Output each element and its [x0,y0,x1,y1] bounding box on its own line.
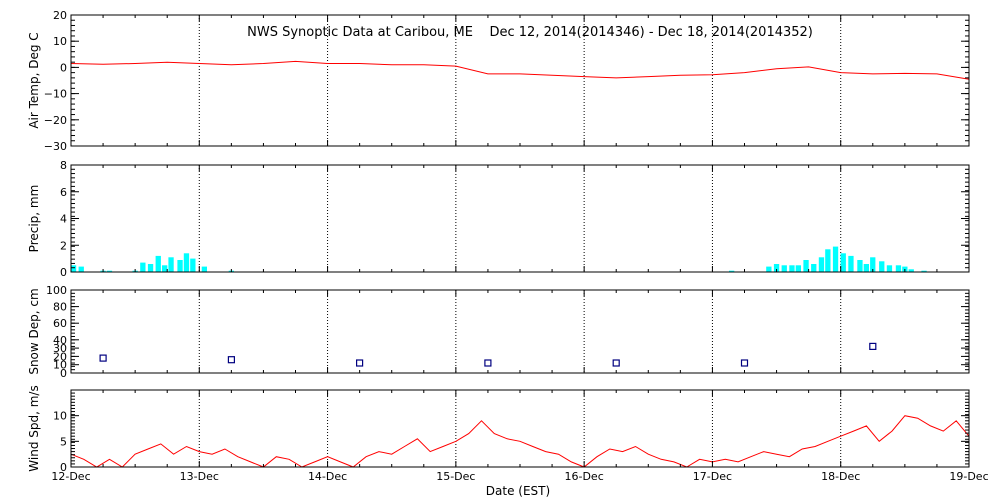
snow-depth-marker [227,356,235,364]
air-temp-ytick-label: 10 [53,35,67,48]
snow-depth-marker [740,359,749,367]
chart-title: NWS Synoptic Data at Caribou, ME Dec 12,… [247,25,813,40]
precip-bar [155,255,161,272]
precip-bar [870,257,876,272]
precip-bar [789,265,795,272]
precip-bar [825,249,831,272]
precip-bar [183,253,190,272]
precip-bar [840,253,846,272]
wind-speed-y-axis-label: Wind Spd, m/s [27,385,41,471]
x-tick-label: 19-Dec [949,470,988,483]
snow-depth-ytick-label: 20 [53,350,67,363]
precip-bar [908,269,914,272]
precip-ytick-label: 2 [60,239,67,252]
snow-depth-y-axis-label: Snow Dep, cm [27,288,41,374]
precip-bar [773,264,780,272]
precip-bar [140,262,146,272]
precip-bar [177,260,183,272]
snow-depth-marker [612,359,620,367]
precip-bar [863,264,869,272]
snow-depth-marker [869,342,877,350]
air-temp-line [70,60,970,80]
wind-speed-ytick-label: 10 [53,410,67,423]
precip-bar [781,265,787,272]
precip-ytick-label: 0 [60,266,67,279]
precip-ytick-label: 4 [60,213,67,226]
precip-bar [78,266,84,272]
air-temp-ytick-label: 0 [60,61,67,74]
x-tick-label: 18-Dec [821,470,860,483]
snow-depth-ytick-label: 100 [46,284,67,297]
precip-bar [162,265,168,272]
wind-speed-line [70,415,970,468]
precip-bar [818,257,825,272]
x-axis-label: Date (EST) [486,484,550,498]
precip-bar [190,258,196,272]
grid-layer [198,15,842,467]
snow-depth-ytick-label: 10 [53,359,67,372]
x-tick-label: 14-Dec [308,470,347,483]
snow-depth-ytick-label: 0 [60,367,67,380]
wind-speed-ytick-label: 5 [60,435,67,448]
snow-depth-ytick-label: 30 [53,342,67,355]
precip-bar [921,270,927,272]
precip-bar [766,266,772,272]
air-temp-ytick-label: 20 [53,9,67,22]
snow-depth-marker [99,354,107,362]
precip-ytick-label: 6 [60,186,67,199]
precip-bar [879,261,885,272]
x-tick-label: 12-Dec [51,470,90,483]
precip-y-axis-label: Precip, mm [27,185,41,253]
precip-bar [857,260,863,272]
precip-bar [795,265,801,272]
precip-bar [832,246,839,272]
precip-bar [811,264,817,272]
snow-depth-ytick-label: 40 [53,334,67,347]
precip-bar [803,260,809,272]
frames-layer [70,14,970,468]
snow-depth-marker [484,359,492,367]
data-layer [70,60,970,468]
air-temp-ytick-label: −10 [44,88,67,101]
text-layer: NWS Synoptic Data at Caribou, ME Dec 12,… [27,9,989,498]
precip-bar [106,270,113,272]
x-tick-label: 16-Dec [565,470,604,483]
precip-bar [147,264,154,272]
precip-bar [895,265,902,272]
snow-depth-ytick-label: 60 [53,317,67,330]
x-tick-label: 15-Dec [436,470,475,483]
air-temp-ytick-label: −30 [44,140,67,153]
air-temp-ytick-label: −20 [44,114,67,127]
x-tick-label: 13-Dec [180,470,219,483]
precip-bar [729,270,735,272]
precip-bar [886,265,893,272]
air-temp-y-axis-label: Air Temp, Deg C [27,32,41,128]
ticks-layer [70,14,970,468]
precip-bar [201,266,207,272]
precip-ytick-label: 8 [60,159,67,172]
x-tick-label: 17-Dec [693,470,732,483]
precip-bar [70,265,77,272]
precip-bar [168,257,174,272]
snow-depth-frame [70,289,970,374]
snow-depth-ytick-label: 80 [53,301,67,314]
wind-speed-frame [70,389,970,468]
snow-depth-marker [356,359,364,367]
wind-speed-ytick-label: 0 [60,461,67,474]
precip-bar [848,255,854,272]
